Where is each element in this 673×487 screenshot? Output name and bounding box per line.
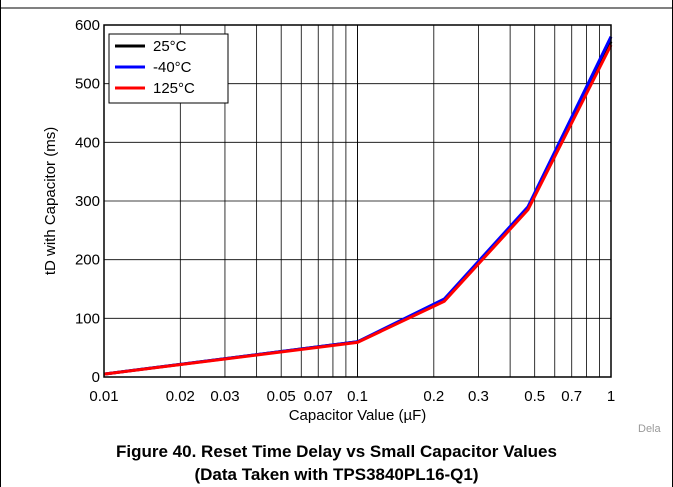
series-line — [103, 44, 613, 376]
y-tick-label: 0 — [92, 369, 100, 386]
y-tick-label: 500 — [75, 76, 100, 93]
figure-caption-line2: (Data Taken with TPS3840PL16-Q1) — [194, 465, 479, 484]
x-tick-label: 1 — [607, 388, 615, 405]
x-tick-label: 0.02 — [166, 388, 195, 405]
y-tick-label: 400 — [75, 134, 100, 151]
y-tick-label: 100 — [75, 310, 100, 327]
x-tick-label: 0.01 — [89, 388, 118, 405]
legend-label: 25°C — [153, 38, 187, 55]
y-tick-label: 200 — [75, 252, 100, 269]
legend-label: -40°C — [153, 59, 192, 76]
x-tick-label: 0.07 — [304, 388, 333, 405]
x-axis-label: Capacitor Value (µF) — [289, 407, 427, 424]
x-tick-label: 0.5 — [524, 388, 545, 405]
x-tick-label: 0.3 — [468, 388, 489, 405]
x-tick-label: 0.1 — [347, 388, 368, 405]
plot-area — [103, 24, 612, 378]
x-tick-label: 0.03 — [210, 388, 239, 405]
series-group — [103, 36, 613, 376]
figure-caption-line1: Figure 40. Reset Time Delay vs Small Cap… — [116, 442, 557, 461]
x-tick-label: 0.7 — [561, 388, 582, 405]
tick-labels: 0.01 0.02 0.03 0.05 0.07 0.1 0.2 0.3 0.5 0.7 1 0 100… — [75, 17, 615, 405]
legend-label: 125°C — [153, 80, 195, 97]
y-tick-label: 300 — [75, 193, 100, 210]
line-chart: 0.01 0.02 0.03 0.05 0.07 0.1 0.2 0.3 0.5 0.7 1 0 100… — [0, 7, 673, 435]
x-tick-label: 0.2 — [423, 388, 444, 405]
legend: 25°C -40°C 125°C — [108, 33, 229, 104]
y-tick-label: 600 — [75, 17, 100, 34]
y-axis-label: tD with Capacitor (ms) — [42, 127, 59, 275]
watermark-text: Dela — [638, 423, 662, 435]
x-tick-label: 0.05 — [267, 388, 296, 405]
